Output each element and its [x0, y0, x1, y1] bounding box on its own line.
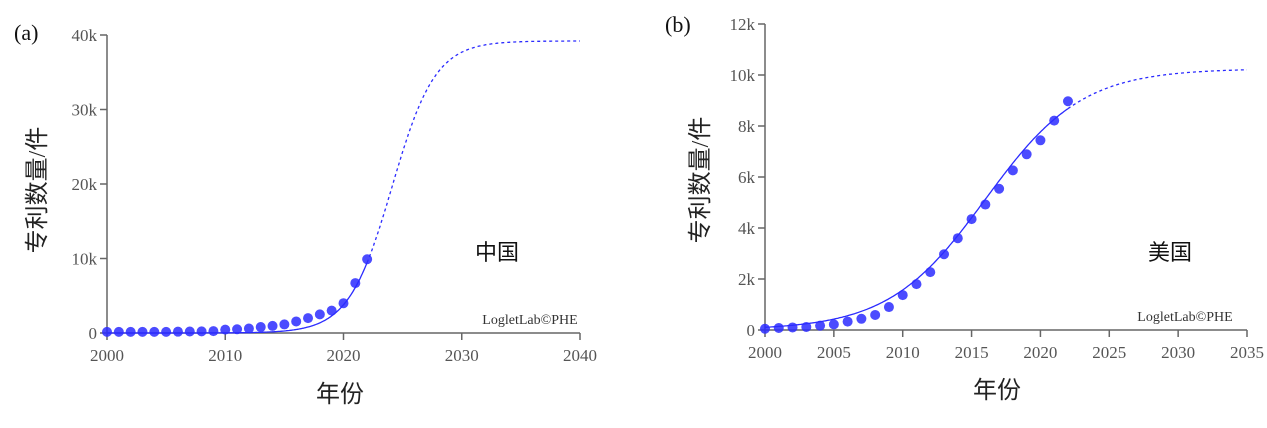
x-tick-label: 2025	[1092, 343, 1126, 362]
region-label: 美国	[1148, 240, 1192, 265]
y-tick-label: 6k	[738, 168, 756, 187]
data-point	[149, 326, 160, 337]
data-point	[303, 313, 314, 324]
x-tick-label: 2020	[327, 346, 361, 365]
region-label: 中国	[475, 240, 519, 265]
x-tick-label: 2005	[817, 343, 851, 362]
forecast-curve	[366, 40, 580, 263]
data-point	[232, 324, 243, 335]
y-tick-label: 2k	[738, 270, 756, 289]
y-tick-label: 0	[89, 324, 98, 343]
data-point	[828, 319, 839, 330]
data-point	[279, 319, 290, 330]
y-tick-label: 20k	[72, 175, 98, 194]
data-point	[1021, 149, 1032, 160]
fit-curve	[107, 262, 368, 334]
data-point	[1007, 165, 1018, 176]
data-point	[911, 279, 922, 290]
data-point	[291, 316, 302, 327]
watermark: LogletLab©PHE	[482, 313, 577, 328]
data-point	[125, 326, 136, 337]
y-axis-title: 专利数量/件	[687, 117, 714, 244]
data-point	[220, 324, 231, 335]
data-point	[267, 320, 278, 331]
data-point	[856, 313, 867, 324]
panel-b: 0 2k 4k 6k 8k 10k 12k 2000 2005 2010 2015 2020 2025 2…	[665, 12, 1264, 404]
x-tick-label: 2020	[1023, 343, 1057, 362]
x-tick-label: 2030	[1161, 343, 1195, 362]
data-point	[184, 326, 195, 337]
data-point	[801, 321, 812, 332]
panel-label: (a)	[14, 20, 38, 45]
data-point	[314, 309, 325, 320]
data-point	[362, 254, 373, 265]
data-point	[897, 290, 908, 301]
y-tick-label: 4k	[738, 219, 756, 238]
x-axis-title: 年份	[316, 381, 364, 408]
data-point	[952, 233, 963, 244]
y-tick-label: 0	[747, 321, 756, 340]
data-point	[760, 323, 770, 334]
panel-a: 0 10k 20k 30k 40k 2000 2010 2020 2030 2040 (a) 专利数量…	[14, 20, 597, 408]
x-tick-label: 2030	[445, 346, 479, 365]
x-tick-label: 2000	[748, 343, 782, 362]
y-tick-label: 40k	[72, 26, 98, 45]
y-tick-label: 30k	[72, 101, 98, 120]
data-point	[939, 249, 950, 260]
data-point	[350, 278, 361, 289]
data-point	[208, 326, 219, 337]
data-point	[773, 322, 784, 333]
data-point	[196, 326, 207, 337]
data-point	[883, 302, 894, 313]
y-tick-label: 8k	[738, 117, 756, 136]
data-point	[980, 199, 991, 210]
data-point	[1062, 96, 1073, 107]
data-point	[966, 214, 977, 225]
data-point	[326, 305, 337, 316]
data-point	[161, 326, 172, 337]
x-tick-label: 2010	[208, 346, 242, 365]
x-tick-label: 2010	[886, 343, 920, 362]
fit-curve	[764, 108, 1069, 328]
y-axis-title: 专利数量/件	[24, 127, 51, 254]
y-tick-label: 12k	[730, 15, 756, 34]
data-point	[172, 326, 183, 337]
data-point	[113, 326, 124, 337]
x-tick-label: 2015	[955, 343, 989, 362]
data-point	[137, 326, 148, 337]
data-point	[102, 326, 112, 337]
data-point	[243, 323, 254, 334]
data-point	[815, 320, 826, 331]
data-point	[842, 316, 853, 327]
data-point	[925, 267, 936, 278]
x-tick-label: 2000	[90, 346, 124, 365]
y-tick-label: 10k	[730, 66, 756, 85]
watermark: LogletLab©PHE	[1137, 310, 1232, 325]
data-point	[1035, 135, 1046, 146]
data-point	[255, 322, 266, 333]
x-tick-label: 2040	[563, 346, 597, 365]
data-point	[1049, 115, 1060, 126]
panel-label: (b)	[665, 12, 691, 37]
y-tick-label: 10k	[72, 250, 98, 269]
x-axis-title: 年份	[973, 377, 1021, 404]
forecast-curve	[1067, 69, 1247, 110]
data-point	[338, 298, 349, 309]
data-point	[787, 322, 798, 333]
data-point	[870, 309, 881, 320]
data-point	[994, 183, 1005, 194]
x-tick-label: 2035	[1230, 343, 1264, 362]
